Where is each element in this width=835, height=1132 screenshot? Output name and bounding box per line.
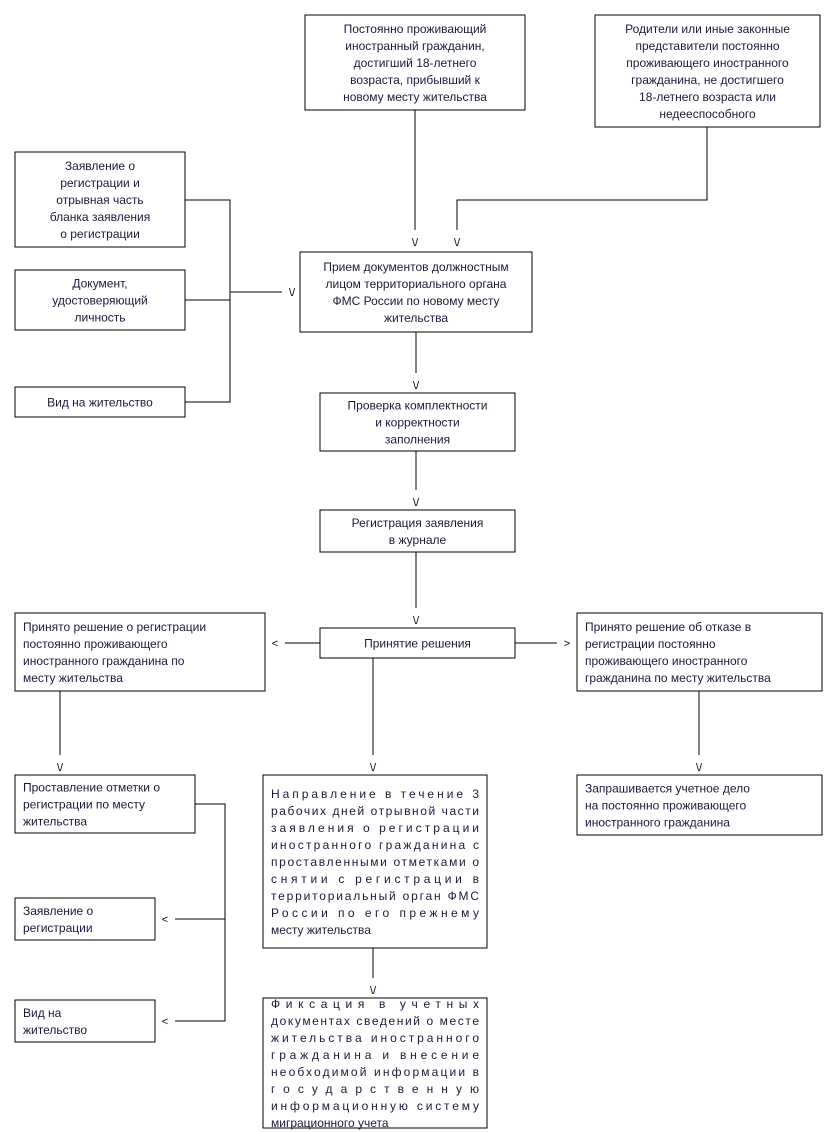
edge bbox=[185, 292, 230, 300]
arrowhead: \/ bbox=[370, 985, 377, 997]
edge bbox=[185, 292, 230, 402]
node-text: гражданина, не достигшего bbox=[631, 73, 784, 87]
flowchart-canvas: \/\/\/\/\/\/<>\/\/\/<<\/Постоянно прожив… bbox=[0, 0, 835, 1132]
node-text: недееспособного bbox=[659, 107, 756, 121]
node-text: постоянно проживающего bbox=[23, 637, 168, 651]
node-text: на постоянно проживающего bbox=[585, 799, 746, 813]
arrowhead: \/ bbox=[412, 237, 419, 249]
node-text: регистрации и bbox=[60, 176, 140, 190]
arrowhead: < bbox=[162, 1016, 168, 1028]
node-text: государственную bbox=[271, 1082, 479, 1096]
arrowhead: \/ bbox=[289, 287, 296, 299]
node-text: представители постоянно bbox=[635, 39, 779, 53]
node-text: Заявление о bbox=[65, 159, 136, 173]
node-text: Проверка комплектности bbox=[348, 399, 488, 413]
node-text: иностранный гражданин, bbox=[345, 39, 484, 53]
node-text: регистрации по месту bbox=[23, 798, 145, 812]
node-text: гражданина по месту жительства bbox=[585, 671, 771, 685]
node-text: заявления о регистрации bbox=[271, 821, 479, 835]
nodes-group: Постоянно проживающий иностранный граждан… bbox=[15, 15, 822, 1130]
arrowhead: < bbox=[162, 914, 168, 926]
arrowhead: < bbox=[272, 638, 278, 650]
node-text: жительства иностранного bbox=[271, 1031, 479, 1045]
node-text: проживающего иностранного bbox=[585, 654, 748, 668]
node-text: проживающего иностранного bbox=[626, 56, 789, 70]
node-text: информационную систему bbox=[271, 1099, 479, 1113]
node-text: Прием документов должностным bbox=[323, 260, 508, 274]
node-text: регистрации постоянно bbox=[585, 637, 716, 651]
node-text: жительство bbox=[23, 1023, 87, 1037]
node-text: заполнения bbox=[385, 433, 450, 447]
node-text: Принято решение о регистрации bbox=[23, 620, 206, 634]
node-text: Запрашивается учетное дело bbox=[585, 782, 750, 796]
node-text: удостоверяющий bbox=[52, 294, 148, 308]
node-text: рабочих дней отрывной части bbox=[271, 804, 479, 818]
node-text: иностранного гражданина по bbox=[23, 654, 185, 668]
node-text: в журнале bbox=[389, 533, 447, 547]
edge bbox=[185, 200, 282, 292]
node-text: и корректности bbox=[375, 416, 460, 430]
node-text: достигший 18-летнего bbox=[354, 56, 477, 70]
node-text: миграционного учета bbox=[271, 1116, 389, 1130]
node-text: Заявление о bbox=[23, 904, 94, 918]
arrowhead: \/ bbox=[413, 497, 420, 509]
arrowhead: > bbox=[564, 638, 570, 650]
node-text: 18-летнего возраста или bbox=[639, 90, 776, 104]
arrowhead: \/ bbox=[454, 237, 461, 249]
arrowhead: \/ bbox=[696, 762, 703, 774]
arrowhead: \/ bbox=[413, 615, 420, 627]
node-text: Принятие решения bbox=[364, 637, 471, 651]
node-text: Проставление отметки о bbox=[23, 781, 160, 795]
node-text: личность bbox=[74, 311, 125, 325]
node-text: Принято решение об отказе в bbox=[585, 620, 751, 634]
node-text: о регистрации bbox=[60, 227, 140, 241]
arrowhead: \/ bbox=[413, 380, 420, 392]
edge bbox=[175, 919, 225, 1021]
node-text: Постоянно проживающий bbox=[344, 22, 487, 36]
node-text: Вид на bbox=[23, 1006, 62, 1020]
node-text: месту жительства bbox=[271, 923, 371, 937]
node-text: снятии с регистрации в bbox=[271, 872, 479, 886]
node-text: новому месту жительства bbox=[343, 90, 487, 104]
node-text: жительства bbox=[384, 311, 448, 325]
edge bbox=[457, 127, 707, 230]
node-text: регистрации bbox=[23, 921, 93, 935]
node-text: месту жительства bbox=[23, 671, 123, 685]
node-text: Регистрация заявления bbox=[352, 516, 484, 530]
node-text: бланка заявления bbox=[50, 210, 150, 224]
node-text: лицом территориального органа bbox=[326, 277, 507, 291]
node-text: отрывная часть bbox=[56, 193, 143, 207]
node-text: Родители или иные законные bbox=[625, 22, 790, 36]
arrowhead: \/ bbox=[57, 762, 64, 774]
node-text: иностранного гражданина bbox=[585, 816, 730, 830]
node-text: Документ, bbox=[72, 277, 127, 291]
node-text: жительства bbox=[23, 815, 87, 829]
node-text: Направление в течение 3 bbox=[271, 787, 479, 801]
node-text: возраста, прибывший к bbox=[350, 73, 480, 87]
node-text: Вид на жительство bbox=[47, 396, 153, 410]
node-text: ФМС России по новому месту bbox=[332, 294, 499, 308]
arrowhead: \/ bbox=[370, 762, 377, 774]
